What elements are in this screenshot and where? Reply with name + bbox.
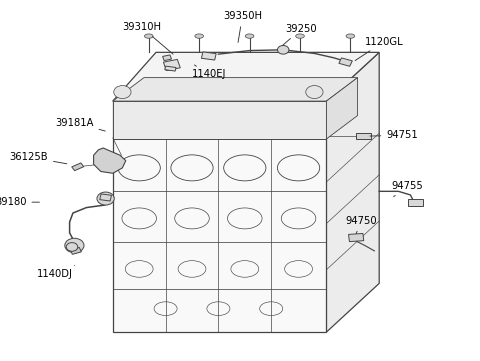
Text: 94751: 94751: [370, 130, 418, 140]
Ellipse shape: [144, 34, 153, 38]
Text: 39181A: 39181A: [55, 118, 105, 131]
Ellipse shape: [346, 34, 355, 38]
Text: 1140EJ: 1140EJ: [192, 65, 226, 79]
Text: 39180: 39180: [0, 197, 39, 207]
Text: 39310H: 39310H: [122, 22, 173, 54]
Circle shape: [65, 238, 84, 253]
Circle shape: [66, 243, 78, 251]
Polygon shape: [356, 133, 371, 139]
Polygon shape: [72, 163, 84, 171]
Text: 39350H: 39350H: [223, 11, 262, 42]
Polygon shape: [100, 194, 111, 201]
Text: 94750: 94750: [346, 216, 377, 234]
Ellipse shape: [296, 34, 304, 38]
Circle shape: [114, 86, 131, 99]
Text: 1140DJ: 1140DJ: [37, 265, 74, 279]
Ellipse shape: [245, 34, 254, 38]
Polygon shape: [165, 66, 176, 71]
Polygon shape: [163, 60, 180, 70]
Text: 39250: 39250: [283, 24, 317, 45]
Polygon shape: [348, 234, 364, 242]
Text: 36125B: 36125B: [10, 152, 67, 164]
Polygon shape: [326, 52, 379, 332]
Polygon shape: [113, 101, 326, 332]
Polygon shape: [70, 247, 82, 255]
Polygon shape: [113, 52, 379, 101]
Circle shape: [97, 192, 114, 205]
Ellipse shape: [195, 34, 204, 38]
Circle shape: [306, 86, 323, 99]
Circle shape: [277, 45, 289, 54]
Polygon shape: [163, 55, 171, 61]
Polygon shape: [202, 52, 216, 60]
Polygon shape: [94, 148, 126, 173]
Polygon shape: [113, 101, 326, 139]
Polygon shape: [326, 78, 358, 139]
Polygon shape: [113, 78, 358, 101]
Polygon shape: [339, 58, 352, 66]
Text: 1120GL: 1120GL: [355, 36, 403, 61]
Text: 94755: 94755: [391, 181, 423, 197]
Polygon shape: [408, 199, 423, 206]
